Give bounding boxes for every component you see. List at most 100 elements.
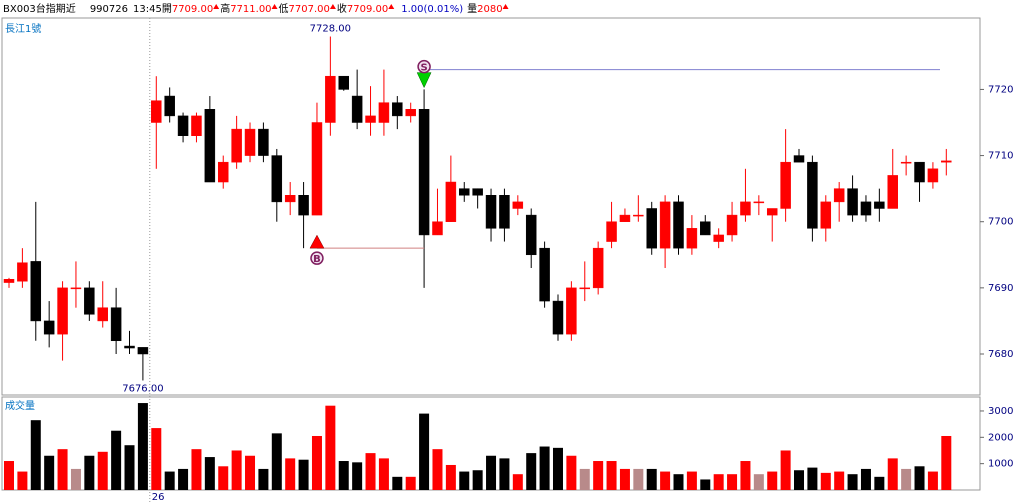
- candle-body: [191, 115, 202, 136]
- candle-body: [525, 214, 537, 256]
- field-value: 7709.00: [172, 4, 213, 15]
- up-arrow-icon: [502, 4, 509, 9]
- volume-bar: [941, 435, 952, 490]
- volume-bar: [459, 471, 470, 490]
- volume-bar: [606, 461, 617, 490]
- volume-bar: [285, 458, 296, 490]
- signal-circle: [417, 59, 431, 74]
- candle-body: [539, 247, 550, 302]
- volume-bar: [405, 476, 416, 490]
- field-label: 收: [337, 2, 347, 15]
- volume-bar: [338, 461, 349, 490]
- volume-bar: [780, 450, 791, 490]
- candle-body: [900, 161, 912, 164]
- price-annotation: 7676.00: [122, 383, 163, 394]
- candle-body: [499, 195, 510, 229]
- volume-bar: [352, 462, 363, 490]
- volume-bar: [526, 453, 537, 490]
- candle-body: [432, 221, 443, 236]
- volume-bar: [539, 446, 550, 490]
- volume-bar: [566, 455, 577, 490]
- volume-label: 量: [467, 3, 477, 15]
- symbol: BX003台指期近: [3, 2, 76, 15]
- candle-body: [874, 201, 885, 209]
- volume-bar: [392, 476, 403, 490]
- candle-body: [365, 115, 376, 123]
- volume-bar: [552, 447, 563, 490]
- volume-bar: [151, 428, 162, 490]
- candle-body: [284, 195, 296, 203]
- candle-body: [793, 155, 805, 163]
- volume-bar: [646, 468, 657, 490]
- candle-body: [17, 262, 28, 282]
- volume-bar: [258, 468, 269, 490]
- change: 1.00(0.01%): [401, 4, 463, 15]
- volume-bar: [218, 466, 229, 490]
- candle-body: [244, 128, 256, 156]
- volume-bar: [178, 468, 189, 490]
- volume-bar: [633, 468, 644, 490]
- volume-bar: [245, 455, 256, 490]
- volume-bar: [927, 471, 938, 490]
- volume-bar: [686, 471, 697, 490]
- field-value: 7711.00: [230, 4, 271, 15]
- y-tick-label: 2000: [988, 432, 1013, 443]
- volume-bar: [901, 468, 912, 490]
- candle-body: [204, 109, 216, 183]
- candle-body: [753, 201, 765, 204]
- candle-body: [271, 155, 283, 203]
- volume-bar: [231, 450, 242, 490]
- candle-body: [164, 95, 175, 117]
- volume-bar: [794, 470, 805, 490]
- volume-bar: [70, 468, 81, 490]
- candle-body: [592, 247, 604, 289]
- volume-bar: [914, 466, 925, 490]
- candle-body: [231, 128, 242, 163]
- y-tick-label: 1000: [988, 459, 1013, 470]
- candle-body: [137, 347, 149, 355]
- candle-body: [405, 109, 416, 117]
- candle-body: [445, 181, 457, 222]
- volume-bar: [713, 474, 724, 490]
- up-arrow-icon: [213, 4, 220, 9]
- volume-bar: [111, 430, 122, 490]
- volume-bar: [593, 461, 604, 490]
- candle-body: [833, 188, 845, 203]
- volume-bar: [311, 435, 322, 490]
- candle-body: [646, 208, 657, 249]
- volume-bar: [57, 449, 68, 490]
- candle-body: [927, 168, 939, 183]
- candle-body: [378, 102, 390, 123]
- volume-bar: [860, 468, 871, 490]
- candle-body: [820, 201, 832, 229]
- volume-bar: [30, 420, 41, 490]
- candle-body: [392, 102, 403, 117]
- candle-body: [566, 287, 577, 335]
- candle-body: [298, 195, 309, 216]
- volume-bar: [419, 413, 430, 490]
- volume-bar: [820, 472, 831, 490]
- candle-body: [847, 188, 858, 216]
- panel-title: 長江1號: [5, 22, 41, 35]
- candle-body: [659, 201, 671, 249]
- volume-bar: [97, 451, 108, 490]
- candle-body: [780, 161, 791, 209]
- volume-bar: [124, 445, 135, 490]
- volume-value: 2080: [477, 4, 502, 15]
- volume-bar: [271, 433, 282, 490]
- candle-body: [713, 234, 724, 242]
- price-annotation: 7728.00: [310, 24, 351, 35]
- up-arrow-icon: [388, 4, 395, 9]
- volume-bar: [472, 470, 483, 490]
- candle-body: [673, 201, 684, 249]
- y-tick-label: 7700: [988, 217, 1013, 228]
- volume-bar: [84, 455, 95, 490]
- signal-label: S: [420, 63, 427, 74]
- candle-body: [700, 221, 711, 236]
- candle-body: [258, 128, 269, 156]
- volume-bar: [17, 471, 28, 490]
- candle-body: [177, 115, 189, 136]
- volume-bar: [204, 457, 215, 490]
- candle-body: [766, 208, 778, 216]
